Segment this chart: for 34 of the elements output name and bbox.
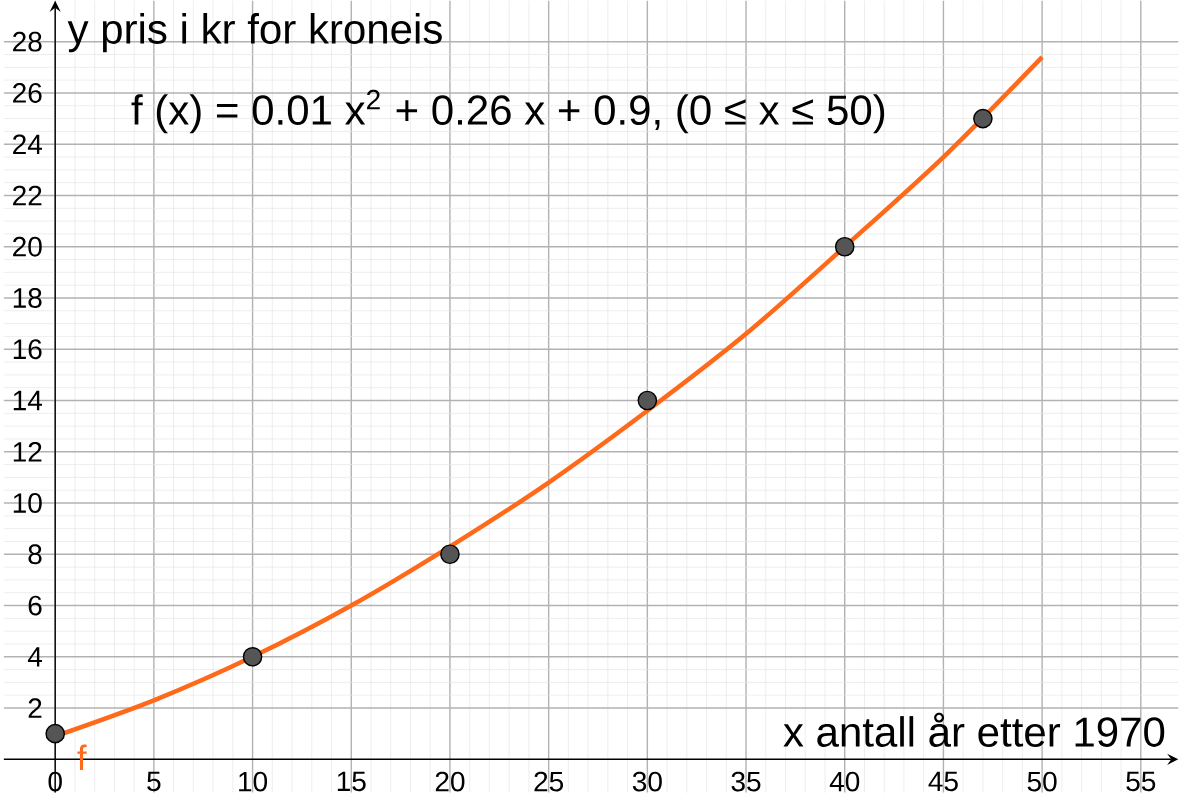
x-tick-label: 35	[731, 771, 761, 792]
point	[637, 390, 658, 411]
y-axis-title: y pris i kr for kroneis	[67, 13, 442, 53]
y-tick-label: 8	[28, 544, 42, 565]
annotation: f (x) = 0.01 x$^{2}$ + 0.26 x + 0.9, (0 ≤ x ≤ 50)	[131, 89, 885, 134]
x-tick-label: 45	[928, 771, 958, 792]
x-tick-label: 50	[1027, 771, 1057, 792]
y-tick-label: 4	[27, 647, 43, 667]
point	[834, 236, 855, 257]
point	[45, 723, 65, 744]
point	[440, 544, 460, 564]
y-tick-label: 16	[13, 339, 42, 360]
x-tick-label: 25	[534, 771, 564, 792]
y-tick-label: 26	[13, 82, 42, 103]
y-tick-label: 20	[13, 236, 42, 257]
x-tick-label: 20	[435, 771, 465, 792]
y-tick-label: 18	[13, 288, 42, 308]
x-tick-label: 40	[829, 771, 860, 792]
y-tick-label: 14	[13, 390, 43, 411]
y-tick-label: 6	[28, 595, 42, 616]
y-tick-label: 12	[13, 441, 42, 462]
y-tick-label: 24	[13, 134, 43, 154]
x-tick-label: 5	[147, 771, 161, 792]
y-tick-label: 2	[28, 698, 42, 718]
x-tick-label: 55	[1126, 771, 1156, 792]
point	[973, 108, 993, 129]
y-tick-label: 22	[13, 185, 42, 206]
x-axis-title: x antall år etter 1970	[783, 712, 1165, 747]
y-tick-label: 28	[13, 31, 42, 52]
y-tick-label: 10	[13, 493, 42, 513]
point	[242, 646, 263, 667]
x-tick-label: 10	[239, 771, 268, 792]
x-tick-label: 30	[632, 771, 662, 792]
x-tick-label: 15	[337, 771, 366, 792]
